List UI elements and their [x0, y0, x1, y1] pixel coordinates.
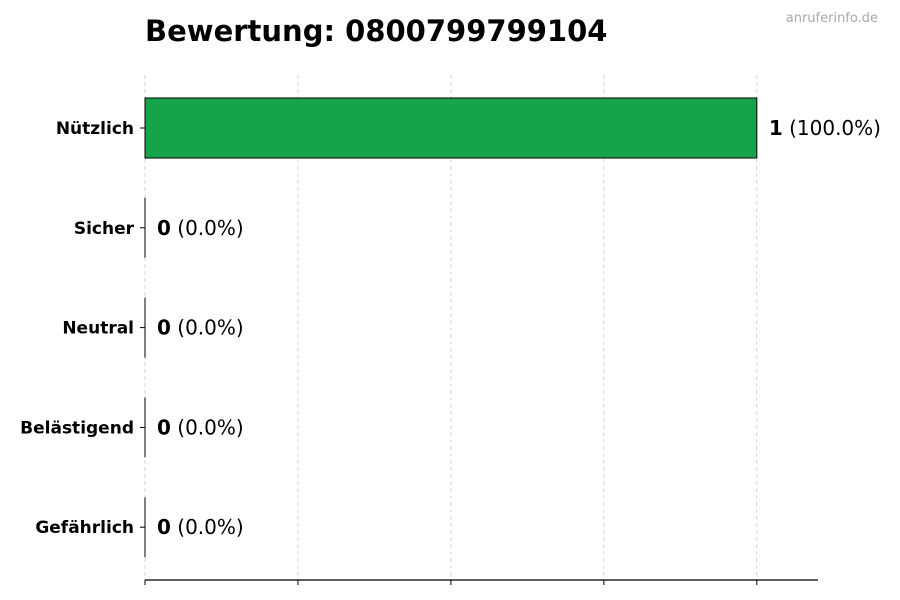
- data-label: 1 (100.0%): [769, 116, 881, 140]
- data-label: 0 (0.0%): [157, 515, 244, 539]
- data-label-percent: (0.0%): [171, 515, 244, 539]
- data-label: 0 (0.0%): [157, 316, 244, 340]
- data-label-percent: (0.0%): [171, 415, 244, 439]
- data-label-count: 0: [157, 216, 171, 240]
- watermark: anruferinfo.de: [786, 11, 878, 26]
- data-label-count: 0: [157, 316, 171, 340]
- data-label-count: 1: [769, 116, 783, 140]
- chart-title: Bewertung: 0800799799104: [145, 14, 607, 48]
- data-label-count: 0: [157, 515, 171, 539]
- bar: [144, 97, 758, 159]
- data-label-percent: (0.0%): [171, 316, 244, 340]
- y-tick-label: Neutral: [62, 319, 134, 339]
- data-label: 0 (0.0%): [157, 216, 244, 240]
- data-label-count: 0: [157, 415, 171, 439]
- y-tick-label: Belästigend: [20, 418, 134, 438]
- y-tick-label: Nützlich: [56, 119, 134, 139]
- data-label-percent: (100.0%): [783, 116, 881, 140]
- data-label-percent: (0.0%): [171, 216, 244, 240]
- y-tick-label: Sicher: [74, 219, 135, 239]
- data-label: 0 (0.0%): [157, 415, 244, 439]
- y-tick-label: Gefährlich: [35, 518, 134, 538]
